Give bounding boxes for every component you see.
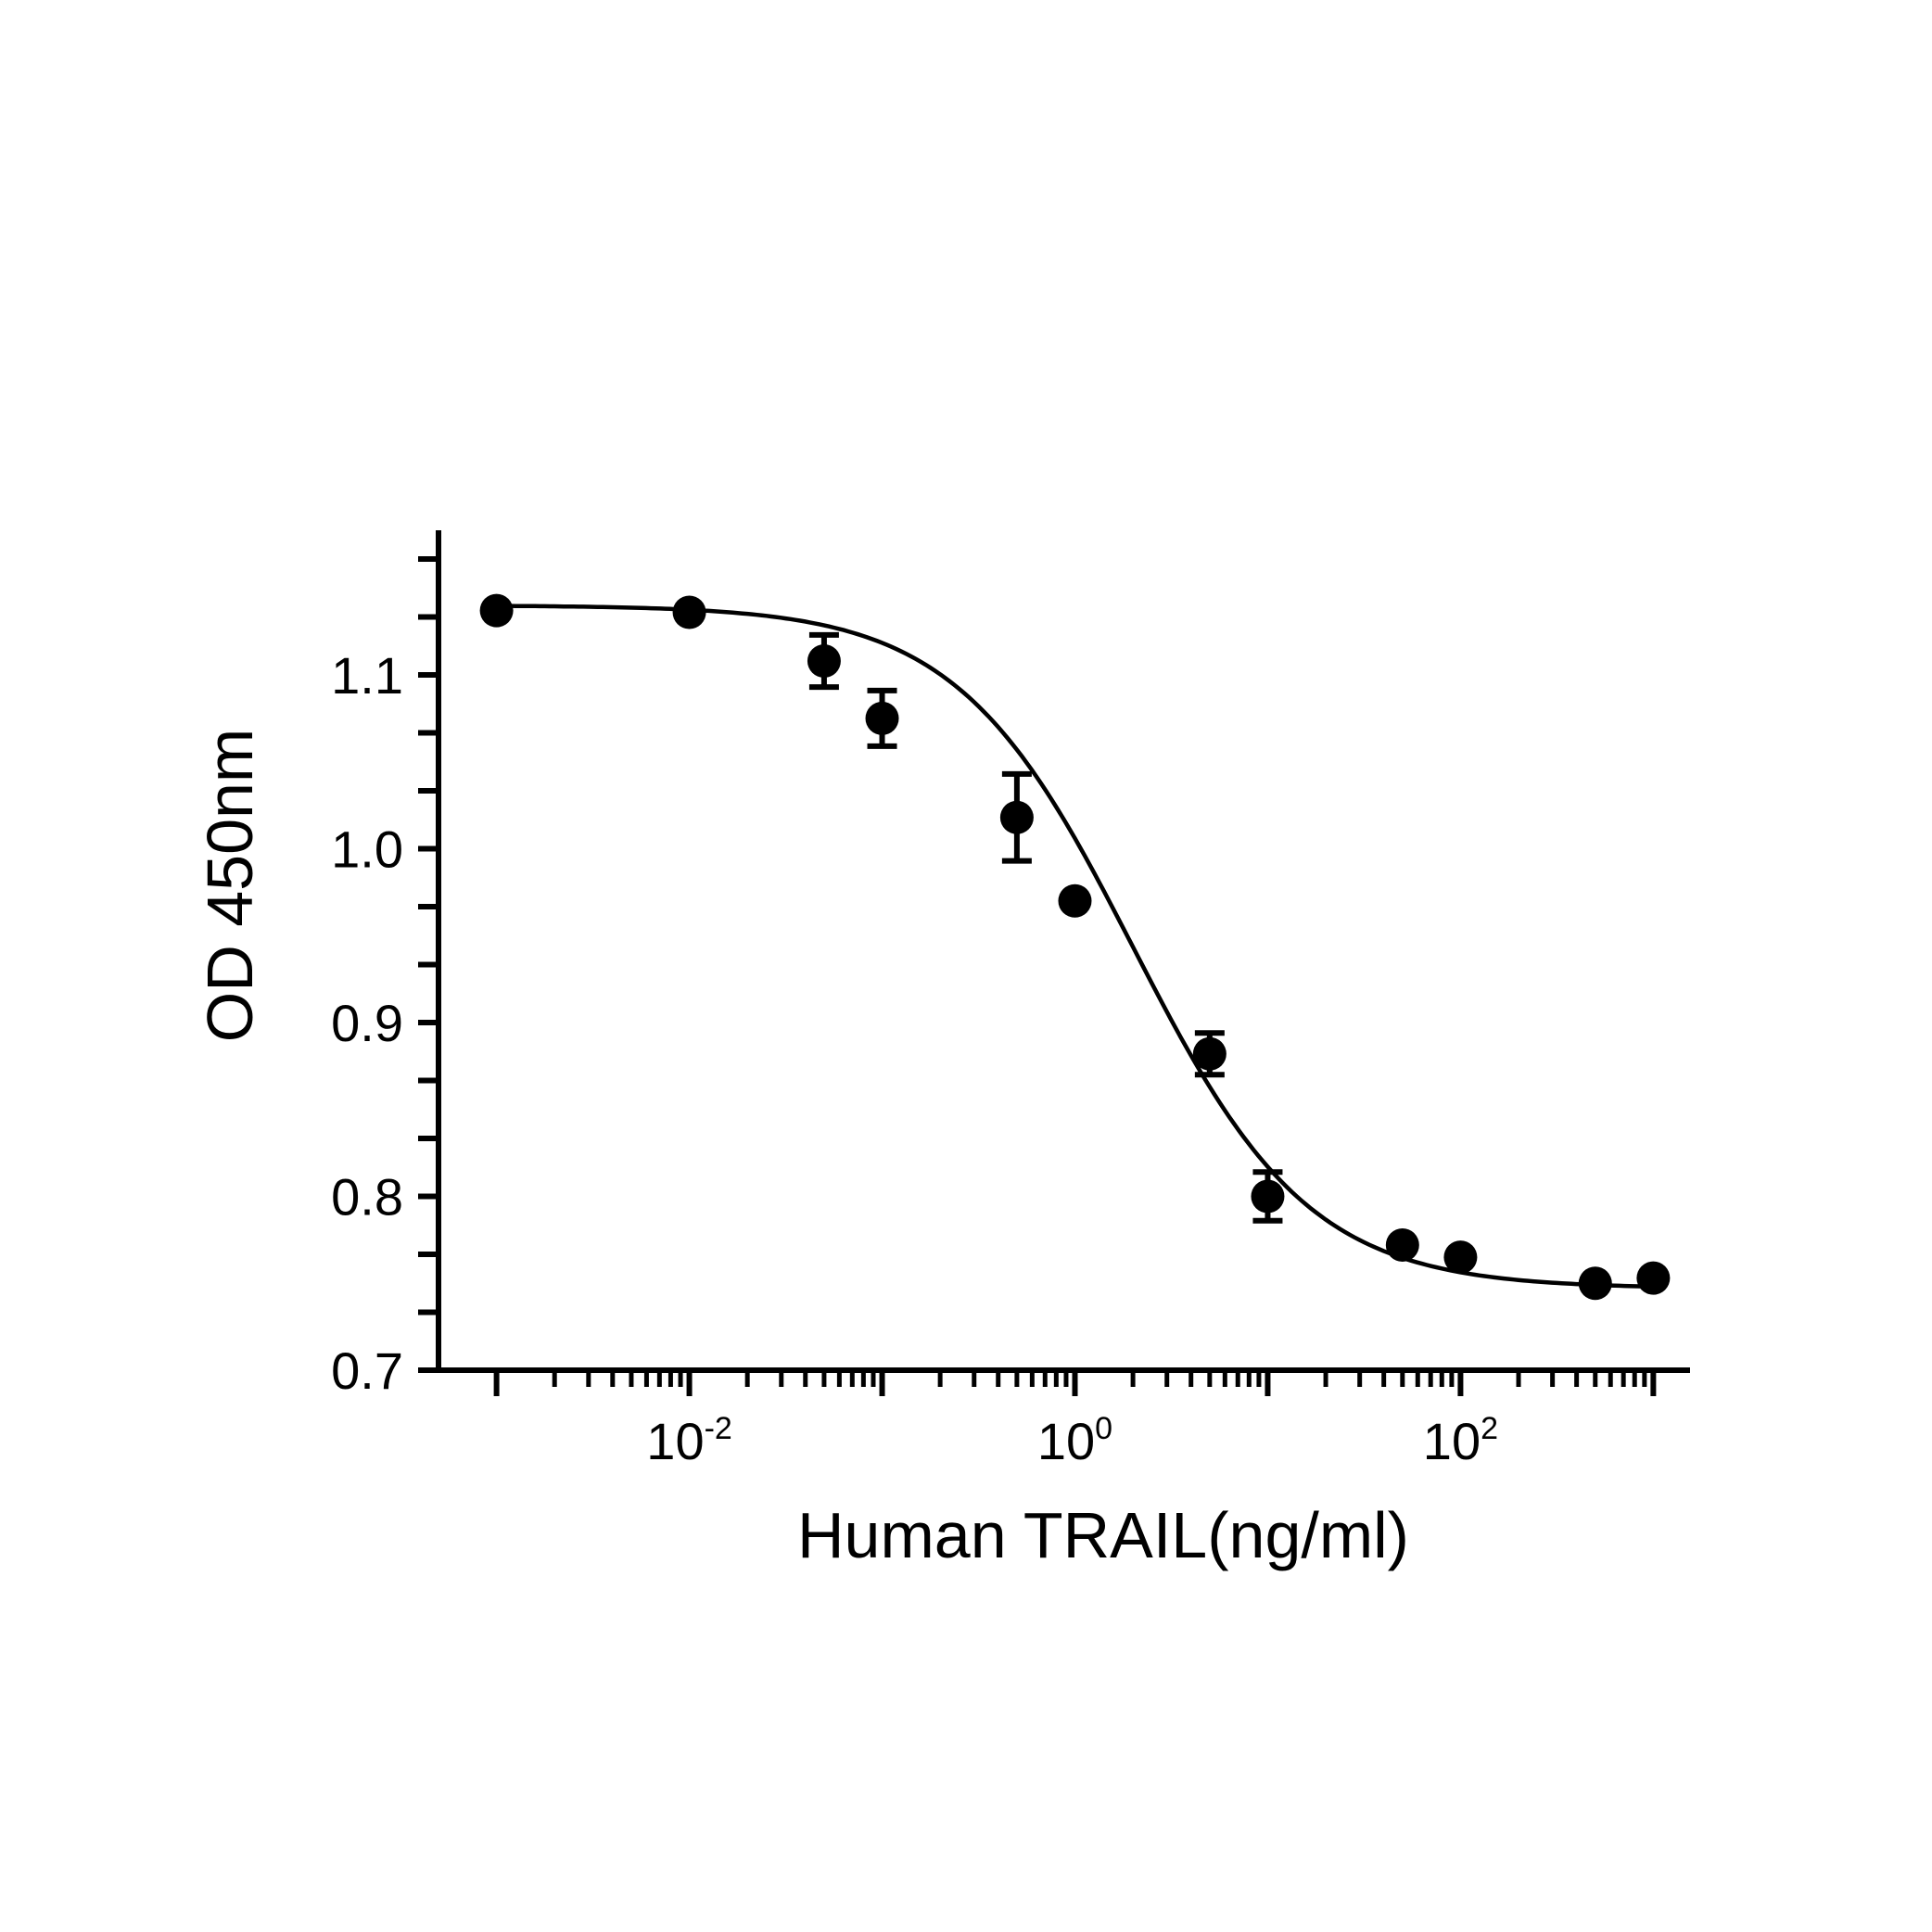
- y-tick-label: 0.9: [331, 994, 403, 1052]
- y-tick-label: 0.7: [331, 1341, 403, 1400]
- data-point: [807, 644, 841, 678]
- data-point: [1385, 1228, 1419, 1262]
- data-point: [1636, 1261, 1671, 1295]
- y-tick-label: 1.0: [331, 820, 403, 879]
- y-tick-label: 1.1: [331, 646, 403, 705]
- data-point: [1578, 1266, 1612, 1301]
- fit-curve: [496, 604, 1654, 1290]
- x-tick-label: 102: [1423, 1411, 1498, 1470]
- data-point: [1251, 1179, 1285, 1214]
- data-point: [672, 595, 706, 629]
- x-axis-title: Human TRAIL(ng/ml): [797, 1499, 1409, 1571]
- data-points: [479, 593, 1671, 1301]
- x-tick-label: 100: [1037, 1411, 1112, 1470]
- data-point: [1443, 1240, 1478, 1275]
- y-ticks: 0.7 0.8 0.9 1.0 1.1: [331, 556, 439, 1400]
- data-point: [999, 800, 1034, 834]
- y-tick-label: 0.8: [331, 1168, 403, 1227]
- x-ticks: 10-2 100 102: [493, 1370, 1657, 1470]
- x-tick-label: 10-2: [646, 1411, 732, 1470]
- data-point: [1058, 883, 1092, 918]
- data-point: [1192, 1036, 1227, 1071]
- plot-area: 0.7 0.8 0.9 1.0 1.1 10-2 100 102: [331, 530, 1690, 1470]
- data-point: [479, 593, 514, 628]
- data-point: [865, 701, 899, 735]
- y-axis-title: OD 450nm: [194, 729, 266, 1042]
